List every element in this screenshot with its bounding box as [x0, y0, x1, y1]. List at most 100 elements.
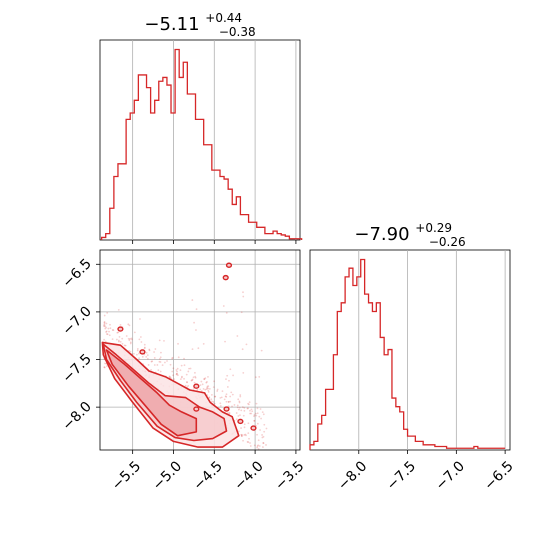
joint-xtick-label-0: −5.5	[109, 458, 144, 493]
joint-sample-point	[192, 388, 195, 390]
joint-sample-point	[171, 356, 174, 359]
joint-sample-point	[247, 422, 250, 425]
joint-sample-point	[179, 378, 182, 381]
joint-sample-point	[109, 327, 112, 330]
joint-sample-point	[214, 395, 216, 398]
joint-sample-point	[138, 338, 141, 341]
joint-sample-point	[133, 331, 136, 334]
joint-sample-point	[232, 374, 234, 377]
joint-sample-point	[173, 378, 176, 380]
joint-sample-point	[257, 444, 260, 447]
joint-sample-point	[153, 357, 156, 359]
joint-sample-point	[247, 402, 249, 405]
joint-sample-point	[147, 364, 150, 366]
joint-sample-point	[263, 423, 266, 426]
joint-sample-point	[253, 419, 256, 422]
p2-xtick-label-1: −7.5	[384, 458, 419, 493]
joint-sample-point	[207, 389, 210, 392]
joint-sample-point	[193, 381, 196, 384]
joint-sample-point	[214, 395, 217, 398]
joint-contour-island-4	[223, 406, 230, 412]
joint-sample-point	[143, 347, 146, 350]
joint-sample-point	[103, 366, 106, 369]
joint-sample-point	[109, 323, 111, 326]
joint-sample-point	[180, 376, 183, 379]
joint-sample-point	[227, 400, 230, 403]
joint-sample-point	[176, 372, 178, 375]
joint-sample-point	[243, 409, 246, 412]
joint-sample-point	[177, 356, 180, 359]
joint-sample-point	[242, 371, 245, 374]
joint-sample-point	[105, 322, 108, 325]
joint-sample-point	[172, 374, 174, 377]
joint-sample-point	[188, 367, 190, 370]
joint-sample-point	[105, 326, 108, 329]
joint-sample-point	[240, 433, 243, 436]
joint-sample-point	[140, 341, 143, 343]
joint-sample-point	[183, 357, 185, 360]
marginal-title-2: −7.90 +0.29 −0.26	[354, 216, 465, 249]
joint-sample-point	[238, 406, 241, 409]
joint-sample-point	[243, 426, 246, 429]
joint-sample-point	[117, 308, 120, 311]
joint-sample-point	[236, 406, 239, 409]
joint-sample-point	[242, 291, 244, 294]
joint-sample-point	[238, 401, 241, 404]
joint-xtick-label-3: −4.0	[231, 458, 266, 493]
joint-sample-point	[229, 368, 232, 371]
joint-sample-point	[246, 440, 249, 443]
joint-sample-point	[194, 376, 197, 379]
joint-contour-island-7	[222, 274, 229, 281]
joint-sample-point	[249, 445, 252, 447]
joint-sample-point	[237, 415, 240, 417]
joint-sample-point	[179, 369, 182, 372]
title-1-upper: +0.44	[205, 11, 242, 25]
joint-sample-point	[116, 331, 119, 334]
joint-sample-point	[190, 379, 193, 382]
joint-sample-point	[256, 446, 259, 449]
joint-sample-point	[246, 407, 249, 410]
joint-sample-point	[225, 400, 228, 403]
joint-sample-point	[207, 375, 209, 378]
joint-panel-frame	[99, 249, 301, 451]
joint-sample-point	[106, 333, 108, 335]
joint-sample-point	[221, 390, 224, 393]
p2-xtick-label-2: −7.0	[433, 458, 468, 493]
joint-sample-point	[105, 330, 108, 333]
joint-sample-point	[130, 338, 133, 341]
joint-sample-point	[138, 357, 141, 360]
joint-contour-island-6	[250, 425, 257, 431]
joint-sample-point	[180, 364, 183, 367]
joint-sample-point	[146, 354, 149, 357]
joint-sample-point	[195, 308, 198, 311]
joint-sample-point	[106, 311, 109, 314]
joint-sample-point	[143, 343, 146, 346]
joint-sample-point	[220, 396, 223, 399]
joint-sample-point	[248, 403, 250, 406]
joint-sample-point	[175, 369, 178, 371]
joint-sample-point	[158, 339, 161, 342]
joint-sample-point	[164, 361, 166, 364]
joint-sample-point	[108, 334, 111, 337]
marginal-panel-1-frame	[99, 39, 301, 241]
joint-sample-point	[240, 434, 243, 437]
joint-sample-point	[241, 406, 244, 409]
joint-sample-point	[104, 340, 107, 343]
joint-sample-point	[146, 357, 149, 360]
joint-sample-point	[206, 385, 209, 388]
joint-sample-point	[265, 444, 267, 446]
joint-sample-point	[117, 340, 120, 343]
joint-contour-island-0	[117, 326, 124, 332]
joint-sample-point	[229, 395, 232, 398]
joint-sample-point	[166, 360, 168, 362]
p2-xtick-label-3: −6.5	[481, 458, 516, 493]
joint-sample-point	[189, 367, 192, 370]
joint-sample-point	[254, 412, 257, 415]
marginal-histogram-1	[100, 48, 303, 240]
joint-sample-point	[239, 394, 242, 396]
joint-sample-point	[219, 397, 222, 399]
joint-sample-point	[204, 388, 207, 391]
joint-sample-point	[231, 393, 234, 396]
joint-sample-point	[206, 386, 208, 389]
